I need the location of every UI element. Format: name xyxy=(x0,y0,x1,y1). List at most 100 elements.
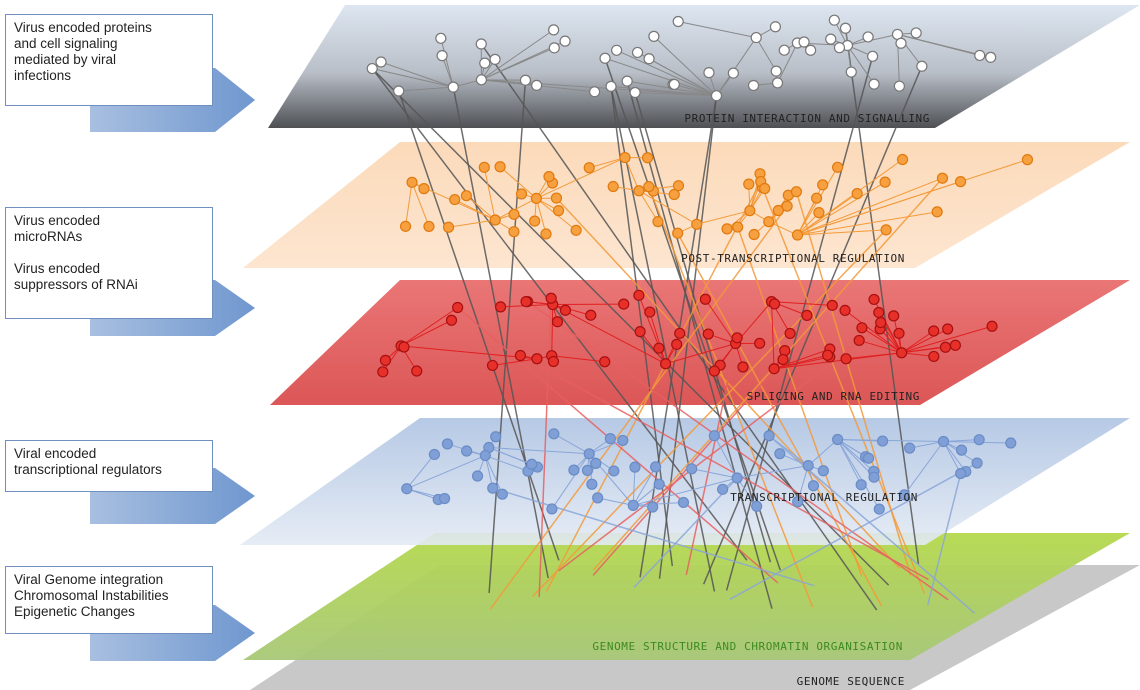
node xyxy=(428,448,441,461)
paragraph: Virus encoded proteins and cell signaling… xyxy=(14,20,204,84)
node xyxy=(644,306,656,318)
node xyxy=(653,478,665,490)
edge xyxy=(638,190,659,222)
edge xyxy=(797,211,938,236)
node xyxy=(629,86,641,99)
node xyxy=(928,325,940,337)
edge xyxy=(713,435,738,479)
node xyxy=(791,229,804,241)
node xyxy=(526,458,538,470)
node xyxy=(496,488,508,500)
node xyxy=(779,345,791,357)
edge xyxy=(553,433,590,455)
node xyxy=(802,460,814,472)
node xyxy=(856,322,868,334)
node xyxy=(807,480,820,492)
edge xyxy=(481,29,554,81)
node xyxy=(1021,154,1034,166)
node xyxy=(611,44,623,56)
node xyxy=(1005,437,1017,449)
edge xyxy=(552,304,591,316)
layer-label: GENOME STRUCTURE AND CHROMATIN ORGANISAT… xyxy=(592,640,903,653)
edge xyxy=(633,477,738,506)
edge xyxy=(674,83,717,97)
link xyxy=(520,354,929,581)
node xyxy=(880,224,892,236)
node xyxy=(589,86,601,98)
node xyxy=(748,228,760,241)
node xyxy=(406,176,418,188)
node xyxy=(643,53,655,65)
layer-label: TRANSCRIPTIONAL REGULATION xyxy=(730,491,918,504)
node xyxy=(893,327,905,339)
node xyxy=(545,292,557,304)
edge xyxy=(903,441,944,496)
node xyxy=(586,478,598,490)
node xyxy=(710,90,723,102)
node xyxy=(547,355,560,368)
node xyxy=(798,36,810,48)
node xyxy=(653,342,665,354)
node xyxy=(633,289,645,301)
node xyxy=(790,186,803,198)
node xyxy=(486,359,499,372)
node xyxy=(937,435,950,448)
node xyxy=(845,66,857,78)
node xyxy=(732,221,744,233)
node xyxy=(585,309,597,321)
node xyxy=(792,496,804,508)
edge xyxy=(484,455,503,495)
text-box: Viral encoded transcriptional regulators xyxy=(5,440,213,492)
node xyxy=(771,77,784,89)
link xyxy=(658,95,718,579)
node xyxy=(449,193,461,206)
node xyxy=(520,295,532,308)
layer-transcription xyxy=(240,418,1130,545)
edge xyxy=(837,439,862,485)
link xyxy=(795,191,912,576)
edge xyxy=(398,86,454,92)
edge xyxy=(678,21,757,39)
node xyxy=(691,218,703,230)
node xyxy=(821,349,834,361)
node xyxy=(867,50,879,62)
edge xyxy=(406,454,435,490)
node xyxy=(851,188,863,200)
link xyxy=(538,298,552,598)
node xyxy=(487,482,499,494)
edge xyxy=(589,157,626,169)
edge xyxy=(448,219,496,228)
layer-splicing xyxy=(270,280,1130,405)
node xyxy=(875,316,887,329)
node xyxy=(552,205,565,217)
node xyxy=(674,327,686,339)
node xyxy=(441,438,454,450)
node xyxy=(876,435,889,447)
edge xyxy=(847,45,875,85)
text-line: infections xyxy=(14,68,72,83)
node xyxy=(393,85,405,97)
edge xyxy=(639,331,667,365)
node xyxy=(399,220,412,232)
node xyxy=(515,188,528,200)
node xyxy=(479,449,491,462)
node xyxy=(631,46,644,59)
node xyxy=(570,224,582,236)
node xyxy=(939,341,952,353)
link xyxy=(610,86,716,592)
node xyxy=(708,365,720,377)
link xyxy=(489,205,788,610)
edge xyxy=(797,159,1028,236)
layer-label: GENOME SEQUENCE xyxy=(797,675,905,688)
text-line: Virus encoded xyxy=(14,213,101,228)
node xyxy=(530,192,542,205)
text-line: suppressors of RNAi xyxy=(14,277,138,292)
link xyxy=(626,80,773,609)
node xyxy=(879,176,891,188)
edge xyxy=(704,298,737,344)
edge xyxy=(624,157,640,191)
node xyxy=(461,445,473,457)
node xyxy=(774,448,786,460)
node xyxy=(896,153,909,166)
